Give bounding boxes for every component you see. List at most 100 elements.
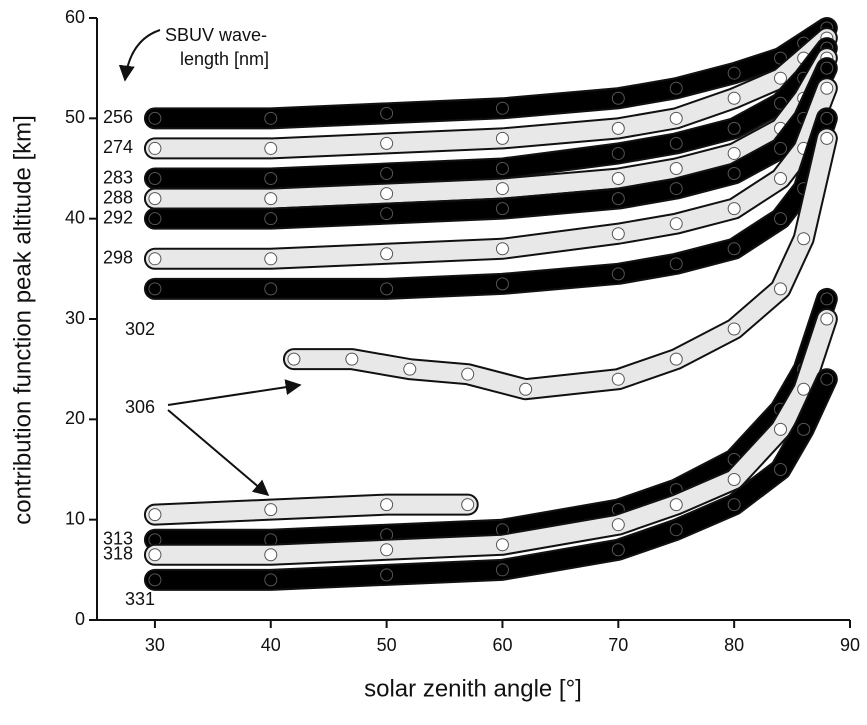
point — [611, 91, 625, 105]
point — [669, 498, 683, 512]
point — [264, 282, 278, 296]
series-label: 274 — [103, 137, 133, 157]
point — [773, 463, 787, 476]
point — [820, 81, 834, 95]
band — [145, 370, 836, 589]
point — [669, 111, 683, 125]
point — [264, 192, 278, 206]
point — [148, 111, 162, 125]
point — [264, 548, 278, 562]
point — [727, 242, 741, 256]
x-axis-label: solar zenith angle [°] — [364, 675, 582, 702]
point — [148, 172, 162, 186]
point — [148, 192, 162, 206]
point — [380, 106, 394, 120]
series-label: 318 — [103, 544, 133, 564]
point — [773, 422, 787, 436]
point — [727, 498, 741, 512]
point — [797, 422, 811, 436]
series-label: 256 — [103, 107, 133, 127]
x-tick-label: 50 — [377, 635, 397, 655]
arrow — [118, 29, 161, 82]
y-tick-label: 60 — [65, 7, 85, 27]
series-label: 306 — [125, 397, 155, 417]
point — [495, 277, 509, 291]
point — [148, 141, 162, 155]
point — [727, 146, 741, 160]
band — [145, 19, 836, 128]
point — [820, 372, 834, 386]
point — [611, 227, 625, 241]
point — [461, 367, 475, 381]
point — [380, 282, 394, 296]
point — [264, 503, 278, 517]
point — [148, 573, 162, 587]
y-tick-label: 10 — [65, 508, 85, 528]
point — [380, 568, 394, 582]
point — [611, 267, 625, 281]
point — [345, 352, 359, 366]
point — [669, 81, 683, 95]
band — [145, 29, 836, 158]
y-tick-label: 50 — [65, 107, 85, 127]
series-label: 302 — [125, 319, 155, 339]
point — [495, 563, 509, 577]
arrow — [167, 379, 302, 406]
band — [145, 39, 836, 188]
band — [145, 495, 477, 524]
point — [727, 167, 741, 181]
annotation: length [nm] — [180, 49, 269, 69]
point — [611, 192, 625, 206]
point — [669, 217, 683, 231]
point — [148, 252, 162, 266]
band — [145, 49, 836, 208]
point — [380, 136, 394, 150]
point — [264, 212, 278, 226]
series-label: 292 — [103, 207, 133, 227]
point — [148, 212, 162, 226]
point — [495, 538, 509, 552]
y-tick-label: 30 — [65, 308, 85, 328]
point — [611, 372, 625, 386]
series-label: 298 — [103, 248, 133, 268]
point — [264, 252, 278, 266]
point — [148, 282, 162, 296]
point — [727, 66, 741, 80]
band — [145, 59, 836, 228]
x-tick-label: 70 — [608, 635, 628, 655]
point — [380, 543, 394, 557]
annotation: SBUV wave- — [165, 25, 267, 45]
x-tick-label: 90 — [840, 635, 860, 655]
series-label: 331 — [125, 589, 155, 609]
point — [820, 111, 834, 125]
point — [669, 523, 683, 537]
point — [773, 141, 787, 155]
point — [380, 247, 394, 261]
x-tick-label: 60 — [492, 635, 512, 655]
band — [145, 310, 836, 564]
point — [611, 172, 625, 186]
arrow — [167, 409, 270, 497]
y-tick-label: 20 — [65, 408, 85, 428]
point — [727, 202, 741, 216]
x-tick-label: 30 — [145, 635, 165, 655]
point — [727, 91, 741, 105]
point — [773, 71, 787, 85]
point — [380, 187, 394, 201]
point — [148, 548, 162, 562]
point — [495, 182, 509, 196]
point — [669, 182, 683, 196]
series-label: 313 — [103, 528, 133, 548]
point — [611, 121, 625, 135]
point — [773, 282, 787, 296]
x-tick-label: 40 — [261, 635, 281, 655]
point — [611, 146, 625, 160]
point — [380, 498, 394, 512]
point — [727, 121, 741, 135]
point — [820, 131, 834, 145]
band — [145, 79, 836, 268]
point — [495, 131, 509, 145]
band — [145, 109, 836, 298]
point — [820, 61, 834, 75]
